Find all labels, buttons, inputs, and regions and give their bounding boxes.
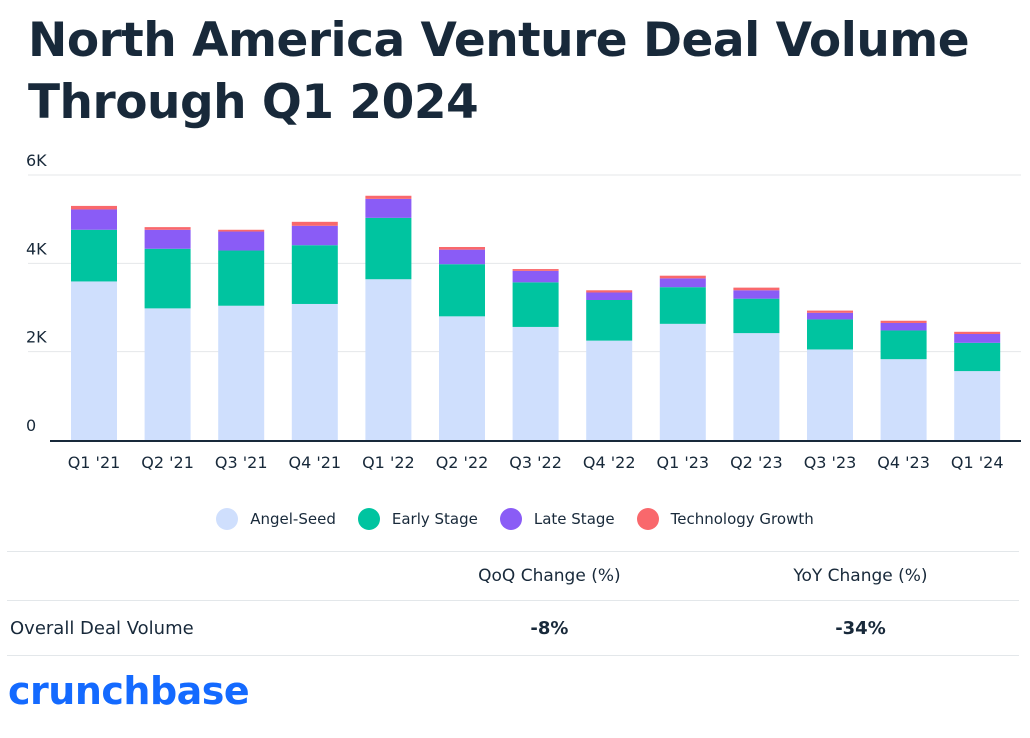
y-tick-label: 0 [26, 416, 36, 435]
bar-segment-early-stage [512, 282, 559, 327]
bar-segment-technology-growth [439, 246, 485, 250]
bar-segment-late-stage [880, 322, 927, 331]
x-tick-label: Q1 '21 [68, 453, 121, 472]
bar-segment-late-stage [659, 278, 706, 288]
legend-item-early-stage: Early Stage [357, 508, 478, 530]
x-tick-label: Q4 '23 [877, 453, 930, 472]
bar-segment-late-stage [144, 229, 191, 249]
bar-segment-technology-growth [880, 320, 927, 323]
legend-item-technology-growth: Technology Growth [636, 508, 814, 530]
x-tick-label: Q1 '22 [362, 453, 415, 472]
bar-segment-late-stage [733, 290, 780, 299]
bar-segment-technology-growth [365, 195, 412, 199]
table-header-row: QoQ Change (%) YoY Change (%) [7, 551, 1019, 600]
bar-segment-angel-seed [954, 371, 1001, 440]
yoy-value: -34% [835, 617, 886, 639]
bar-segment-technology-growth [144, 227, 191, 230]
stacked-bar-chart: 0 2K 4K 6K Q1 '21 Q2 '21 Q3 '21 Q4 '21 Q1 '22 Q2 … [26, 151, 1021, 472]
legend-swatch-angel-seed [216, 508, 239, 530]
bar-segment-angel-seed [71, 281, 117, 440]
bar-segment-angel-seed [659, 323, 706, 440]
x-tick-label: Q3 '21 [215, 453, 268, 472]
bar-segment-angel-seed [512, 326, 559, 440]
legend-item-late-stage: Late Stage [499, 508, 615, 530]
x-tick-label: Q2 '21 [141, 453, 194, 472]
y-tick-label: 2K [26, 328, 47, 347]
bar-segment-technology-growth [512, 269, 559, 271]
bar-segment-early-stage [733, 298, 780, 334]
bar-segment-late-stage [586, 292, 633, 300]
bar-segment-late-stage [807, 312, 853, 320]
bar-segment-angel-seed [218, 305, 265, 440]
legend-item-angel-seed: Angel-Seed [216, 508, 336, 530]
x-tick-label: Q3 '22 [509, 453, 562, 472]
bar-segment-early-stage [71, 229, 117, 282]
bar-segment-late-stage [365, 198, 412, 218]
legend-swatch-technology-growth [636, 508, 659, 530]
change-table: QoQ Change (%) YoY Change (%) Overall De… [7, 551, 1019, 656]
x-tick-label: Q2 '22 [436, 453, 489, 472]
table-header-qoq: QoQ Change (%) [478, 566, 621, 586]
bar-segment-angel-seed [365, 279, 412, 440]
bar-segment-angel-seed [439, 316, 485, 440]
bar-segment-early-stage [586, 299, 633, 341]
bar-segment-technology-growth [807, 310, 853, 313]
legend-label: Late Stage [533, 510, 615, 528]
qoq-value: -8% [530, 617, 569, 639]
bar-segment-technology-growth [659, 275, 706, 279]
bar-segment-technology-growth [954, 331, 1001, 334]
bar-segment-technology-growth [586, 290, 633, 293]
legend-swatch-early-stage [357, 508, 380, 530]
bar-segment-early-stage [954, 342, 1001, 372]
bar-segment-early-stage [144, 248, 191, 309]
bar-segment-early-stage [218, 250, 265, 306]
bar-segment-angel-seed [807, 349, 853, 440]
chart-title: North America Venture Deal Volume Throug… [28, 13, 970, 130]
bar-segment-early-stage [880, 330, 927, 360]
table-header-yoy: YoY Change (%) [793, 566, 928, 586]
x-tick-label: Q1 '24 [951, 453, 1004, 472]
bar-segment-late-stage [954, 334, 1001, 343]
bar-segment-technology-growth [733, 287, 780, 291]
x-tick-label: Q4 '21 [288, 453, 341, 472]
legend-label: Technology Growth [670, 510, 814, 528]
legend-label: Angel-Seed [250, 510, 336, 528]
bar-segment-late-stage [291, 225, 338, 246]
bar-segment-technology-growth [218, 229, 265, 232]
row-label: Overall Deal Volume [10, 617, 194, 639]
bar-segment-late-stage [218, 231, 265, 251]
x-tick-label: Q1 '23 [656, 453, 709, 472]
y-tick-label: 6K [26, 151, 47, 170]
bar-segment-technology-growth [291, 221, 338, 226]
bar-segment-angel-seed [880, 359, 927, 440]
legend-swatch-late-stage [499, 508, 522, 530]
bar-segment-late-stage [439, 249, 485, 265]
legend-label: Early Stage [391, 510, 478, 528]
bar-segment-angel-seed [586, 340, 633, 440]
bar-segment-angel-seed [733, 333, 780, 440]
bar-segment-early-stage [439, 264, 485, 317]
bar-segment-angel-seed [291, 303, 338, 440]
chart-legend: Angel-Seed Early Stage Late Stage Techno… [0, 508, 1030, 530]
bar-segment-late-stage [512, 270, 559, 283]
x-tick-label: Q3 '23 [804, 453, 857, 472]
y-tick-label: 4K [26, 239, 47, 258]
crunchbase-logo: crunchbase [8, 669, 250, 713]
table-row: Overall Deal Volume -8% -34% [7, 600, 1019, 656]
bar-segment-early-stage [807, 319, 853, 350]
bar-segment-early-stage [365, 217, 412, 280]
x-tick-label: Q4 '22 [583, 453, 636, 472]
bar-segment-late-stage [71, 209, 117, 230]
bar-segment-technology-growth [71, 205, 117, 210]
bar-segment-early-stage [291, 245, 338, 304]
x-tick-label: Q2 '23 [730, 453, 783, 472]
bar-segment-early-stage [659, 287, 706, 324]
bar-segment-angel-seed [144, 308, 191, 440]
